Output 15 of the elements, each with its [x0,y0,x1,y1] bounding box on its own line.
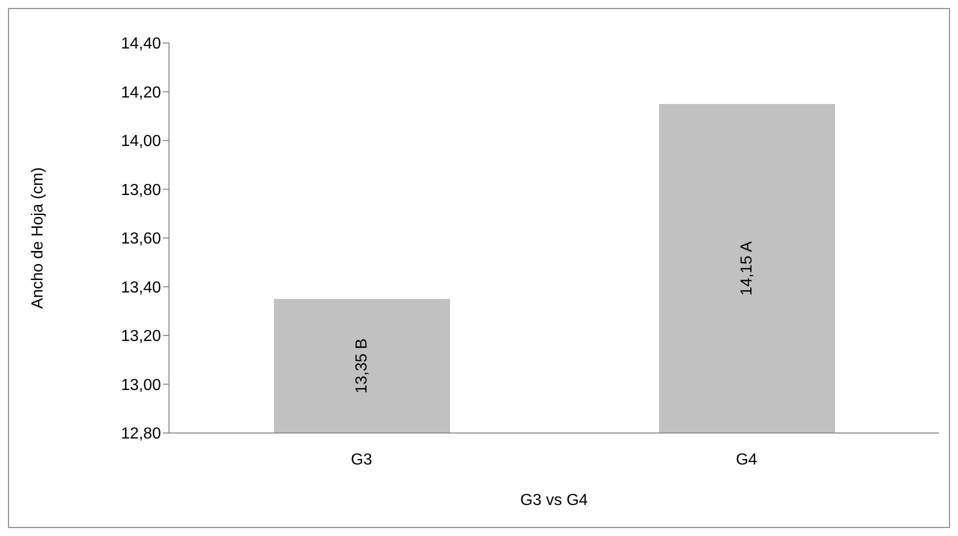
x-tick-label: G4 [736,451,758,468]
y-tick-label: 13,80 [120,182,162,199]
y-tick-label: 14,00 [120,133,162,150]
y-axis-title: Ancho de Hoja (cm) [30,167,47,309]
data-label: 14,15 A [738,241,756,296]
y-tick-label: 13,60 [120,230,162,248]
x-tick-label: G3 [350,451,372,468]
y-tick-label: 14,20 [120,84,162,102]
y-tick-label: 12,80 [120,426,162,443]
y-tick-label: 13,00 [120,376,162,394]
data-label: 13,35 B [354,338,370,394]
y-tick-label: 13,40 [120,279,162,296]
x-axis-title: G3 vs G4 [520,492,588,509]
y-tick-label: 13,20 [120,328,162,346]
y-tick-label: 14,40 [120,36,162,53]
